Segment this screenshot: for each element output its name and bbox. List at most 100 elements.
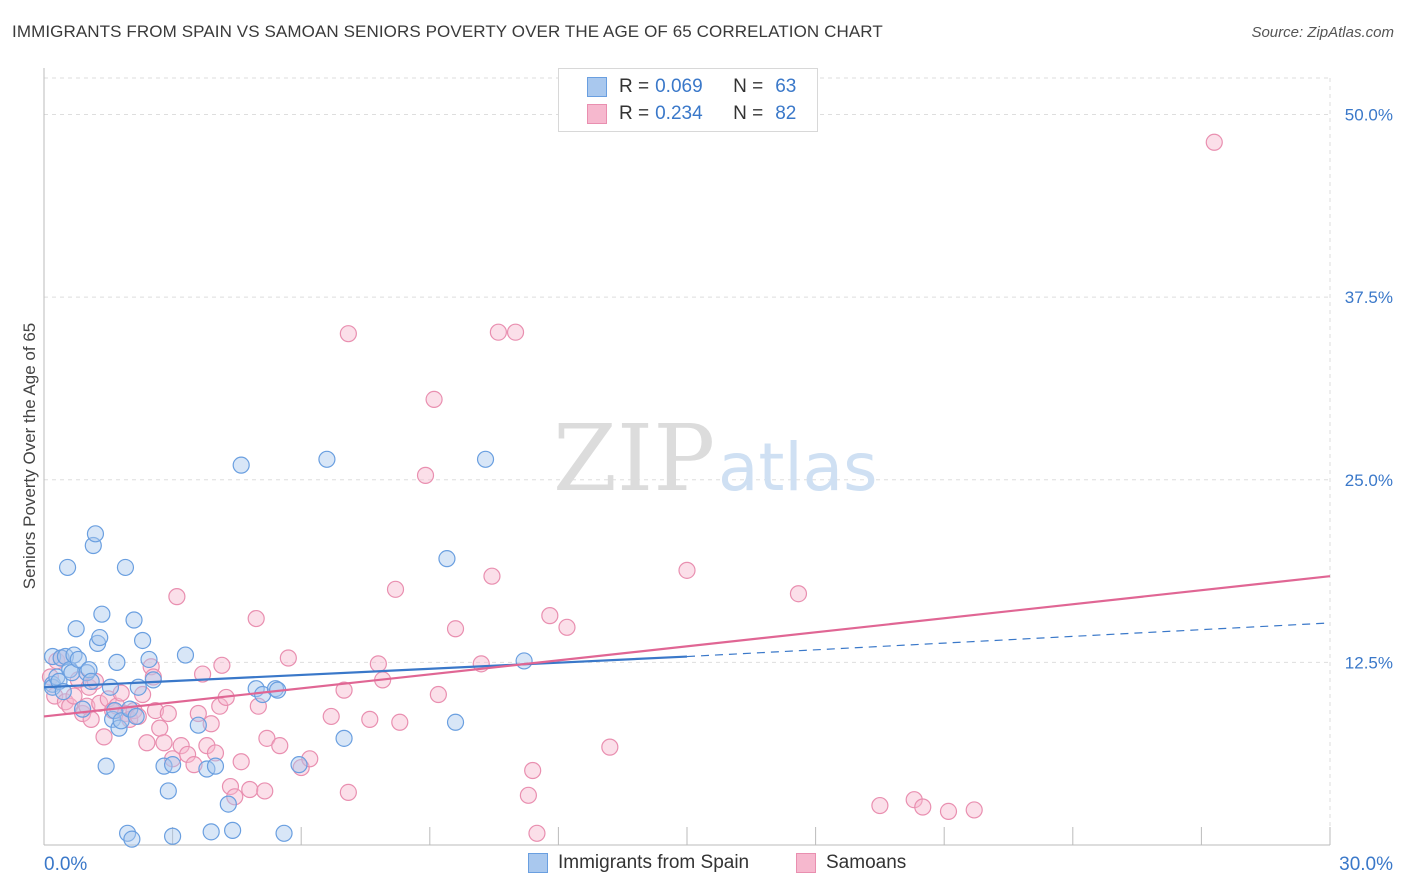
legend-row-samoan: R = 0.234 N = 82 bbox=[587, 102, 796, 126]
samoan-point bbox=[138, 734, 156, 752]
spain-point bbox=[275, 824, 293, 842]
samoan-point bbox=[446, 620, 465, 638]
spain-point bbox=[318, 450, 336, 468]
samoan-r-value: 0.234 bbox=[655, 103, 703, 124]
bottom-legend-spain: Immigrants from Spain bbox=[528, 852, 749, 874]
trend-lines bbox=[43, 575, 1331, 718]
spain-point bbox=[232, 456, 250, 474]
spain-point bbox=[164, 756, 182, 774]
samoan-point bbox=[965, 801, 983, 819]
spain-point bbox=[58, 558, 77, 577]
spain-point bbox=[189, 716, 207, 734]
spain-point bbox=[73, 700, 92, 718]
samoan-point bbox=[112, 684, 130, 702]
spain-point bbox=[91, 628, 109, 647]
tick-labels: 12.5% 25.0% 37.5% 50.0% 0.0% 30.0% bbox=[44, 106, 1393, 875]
spain-point bbox=[159, 782, 177, 800]
samoan-point bbox=[159, 704, 177, 723]
samoan-point bbox=[155, 734, 173, 752]
samoan-point bbox=[189, 704, 207, 723]
x-tick-label: 0.0% bbox=[44, 854, 87, 875]
samoan-point bbox=[151, 719, 169, 737]
spain-point bbox=[93, 605, 111, 623]
samoan-point bbox=[905, 791, 923, 809]
y-tick-label: 12.5% bbox=[1345, 653, 1393, 672]
watermark: ZIP atlas bbox=[553, 405, 878, 512]
samoan-points bbox=[41, 133, 1223, 842]
spain-point bbox=[140, 650, 158, 669]
r-label: R = bbox=[619, 103, 650, 124]
samoan-point bbox=[914, 798, 932, 816]
n-label: N = bbox=[733, 103, 764, 124]
spain-point bbox=[54, 682, 72, 701]
spain-point bbox=[438, 550, 456, 568]
samoan-point bbox=[601, 738, 619, 756]
samoan-legend-label: Samoans bbox=[826, 852, 907, 873]
samoan-swatch bbox=[587, 104, 607, 124]
spain-point bbox=[176, 646, 195, 664]
samoan-point bbox=[369, 655, 387, 673]
watermark-atlas: atlas bbox=[718, 429, 878, 506]
spain-point bbox=[101, 678, 120, 696]
y-tick-label: 25.0% bbox=[1345, 471, 1393, 490]
spain-point bbox=[82, 672, 100, 690]
samoan-point bbox=[339, 783, 357, 802]
y-tick-label: 37.5% bbox=[1345, 288, 1393, 307]
samoan-point bbox=[528, 824, 546, 842]
spain-point bbox=[125, 611, 143, 629]
samoan-point bbox=[789, 585, 808, 603]
spain-points bbox=[43, 450, 533, 848]
spain-point bbox=[155, 757, 173, 775]
spain-point bbox=[290, 756, 308, 774]
spain-point bbox=[164, 827, 182, 845]
samoan-point bbox=[271, 737, 289, 755]
samoan-point bbox=[335, 681, 353, 699]
samoan-point bbox=[256, 782, 274, 800]
samoan-point bbox=[416, 466, 435, 484]
samoan-point bbox=[425, 390, 443, 409]
spain-point bbox=[43, 647, 62, 666]
legend-row-spain: R = 0.069 N = 63 bbox=[587, 75, 796, 99]
bottom-legend-samoan: Samoans bbox=[796, 852, 906, 874]
samoan-trend-line bbox=[43, 575, 1331, 718]
samoan-point bbox=[558, 618, 576, 636]
source-label: Source: ZipAtlas.com bbox=[1251, 24, 1394, 41]
spain-point bbox=[108, 653, 126, 671]
spain-point bbox=[476, 450, 495, 468]
spain-point bbox=[144, 671, 162, 689]
samoan-point bbox=[213, 656, 231, 674]
samoan-point bbox=[678, 561, 696, 579]
spain-legend-label: Immigrants from Spain bbox=[558, 852, 750, 873]
samoan-point bbox=[322, 707, 340, 726]
spain-point bbox=[127, 707, 145, 726]
samoan-point bbox=[339, 325, 357, 343]
spain-point bbox=[335, 729, 353, 747]
samoan-point bbox=[65, 687, 83, 705]
samoan-point bbox=[179, 745, 197, 764]
samoan-point bbox=[489, 323, 507, 341]
spain-r-value: 0.069 bbox=[655, 76, 703, 97]
samoan-point bbox=[185, 756, 203, 774]
y-tick-label: 50.0% bbox=[1345, 106, 1393, 125]
spain-point bbox=[86, 525, 105, 543]
samoan-point bbox=[292, 758, 310, 777]
samoan-point bbox=[168, 588, 186, 606]
samoan-point bbox=[146, 701, 165, 720]
chart-title: IMMIGRANTS FROM SPAIN VS SAMOAN SENIORS … bbox=[12, 22, 883, 41]
samoan-point bbox=[361, 710, 379, 728]
spain-point bbox=[446, 713, 465, 731]
n-label: N = bbox=[733, 76, 764, 97]
spain-trend-extension bbox=[686, 622, 1331, 658]
spain-point bbox=[78, 664, 96, 682]
spain-trend-line bbox=[43, 655, 688, 689]
spain-point bbox=[224, 821, 242, 839]
samoan-point bbox=[541, 607, 559, 625]
samoan-point bbox=[279, 649, 297, 667]
samoan-point bbox=[232, 753, 250, 771]
samoan-point bbox=[519, 786, 537, 804]
samoan-point bbox=[95, 728, 113, 746]
spain-n-value: 63 bbox=[775, 76, 797, 97]
watermark-zip: ZIP bbox=[553, 405, 715, 512]
spain-point bbox=[123, 830, 141, 848]
